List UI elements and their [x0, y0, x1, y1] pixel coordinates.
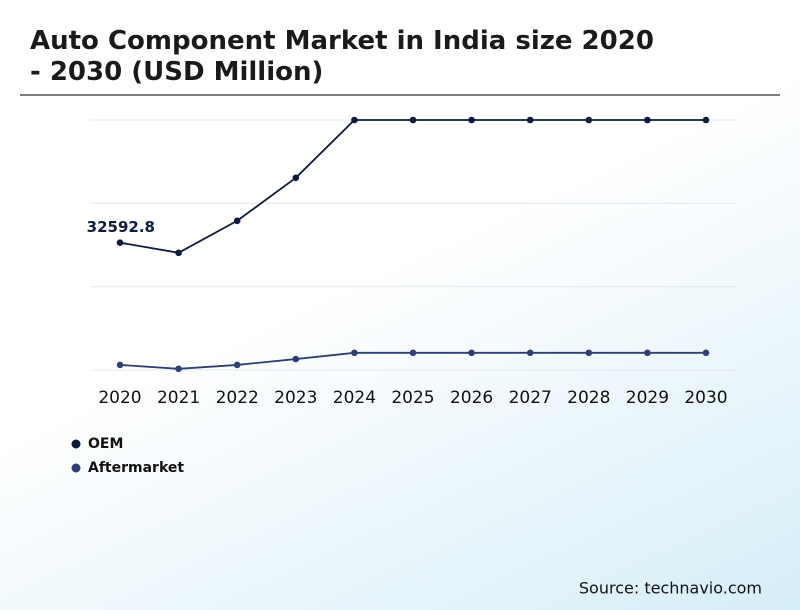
data-point [175, 365, 182, 373]
data-point [585, 349, 593, 357]
data-point [526, 116, 534, 124]
data-point [644, 349, 651, 357]
source: Source: technavio.com [579, 579, 762, 598]
data-label: 32592.8 [87, 218, 155, 236]
series-line [119, 119, 706, 254]
x-tick-label: 2020 [98, 388, 141, 408]
data-point [116, 361, 124, 369]
x-tick-label: 2030 [684, 388, 727, 408]
data-point [351, 349, 358, 357]
data-point [351, 116, 358, 124]
data-point [292, 174, 300, 182]
x-tick-label: 2026 [450, 388, 493, 408]
data-point [116, 239, 124, 246]
legend-label: Aftermarket [88, 460, 184, 476]
legend-marker [71, 463, 81, 473]
x-tick-label: 2023 [274, 388, 317, 408]
data-point [409, 349, 417, 357]
legend-marker [71, 439, 81, 449]
data-point [702, 349, 710, 357]
data-point [585, 116, 593, 124]
x-tick-label: 2025 [391, 388, 434, 408]
chart-title: Auto Component Market in India size 2020… [30, 26, 654, 87]
data-point [292, 355, 300, 363]
x-tick-label: 2029 [626, 388, 669, 408]
data-point [175, 249, 182, 257]
data-point [233, 361, 241, 369]
data-point [233, 217, 241, 225]
data-point [468, 349, 475, 357]
x-tick-label: 2021 [157, 388, 200, 408]
legend-label: OEM [88, 436, 123, 452]
data-point [409, 116, 417, 124]
data-point [526, 349, 534, 357]
x-tick-label: 2028 [567, 388, 610, 408]
data-point [644, 116, 651, 124]
x-tick-label: 2022 [216, 388, 259, 408]
x-tick-label: 2027 [509, 388, 552, 408]
x-tick-label: 2024 [333, 388, 376, 408]
data-point [702, 116, 710, 124]
data-point [468, 116, 475, 124]
